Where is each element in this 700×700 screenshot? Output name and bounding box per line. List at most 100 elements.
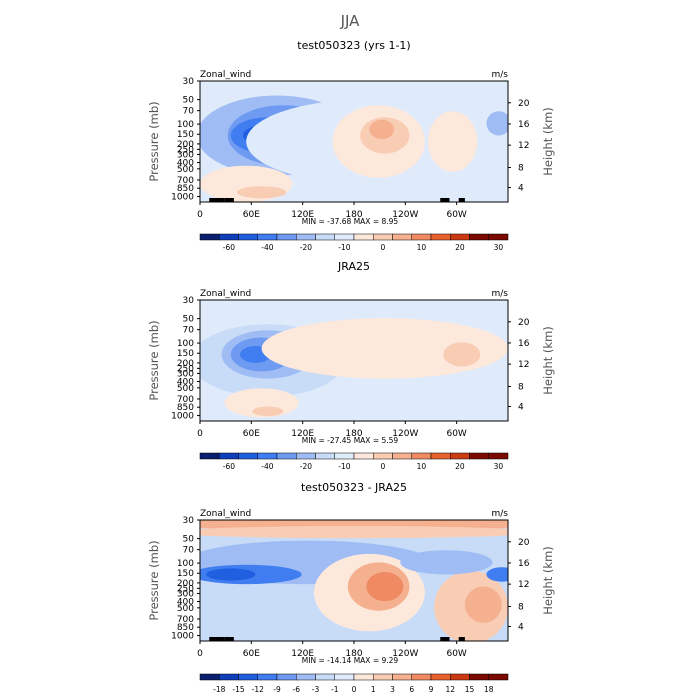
min-max-label: MIN = -37.68 MAX = 8.95 (302, 217, 399, 226)
pressure-tick-label: 30 (183, 516, 195, 526)
colorbar-swatch (411, 452, 432, 460)
pressure-tick-label: 400 (177, 598, 194, 608)
colorbar-label: -1 (331, 685, 339, 694)
contour-region (486, 111, 508, 136)
colorbar-swatch (392, 673, 412, 681)
x-tick-label: 120W (392, 210, 418, 220)
pressure-tick-label: 300 (177, 150, 194, 160)
panel-title: test050323 (yrs 1-1) (297, 39, 410, 52)
colorbar-swatch (430, 233, 451, 241)
colorbar-swatch (411, 233, 432, 241)
topography (440, 198, 450, 202)
colorbar-label: 30 (494, 462, 504, 471)
min-max-label: MIN = -27.45 MAX = 5.59 (302, 436, 399, 445)
height-tick-label: 20 (518, 318, 530, 328)
pressure-tick-label: 700 (177, 176, 194, 186)
pressure-tick-label: 250 (177, 584, 194, 594)
contour-region (218, 608, 305, 638)
colorbar-swatch (199, 233, 220, 241)
contour-region (486, 567, 508, 582)
height-tick-label: 12 (518, 580, 529, 590)
height-tick-label: 16 (518, 120, 530, 130)
y-axis-right-label: Height (km) (541, 546, 555, 615)
colorbar-label: 0 (352, 685, 357, 694)
pressure-tick-label: 70 (183, 326, 195, 336)
height-tick-label: 16 (518, 339, 530, 349)
colorbar-swatch (334, 233, 355, 241)
height-tick-label: 12 (518, 141, 529, 151)
x-tick-label: 120E (291, 210, 314, 220)
colorbar-swatch (315, 233, 335, 241)
contour-region (252, 406, 284, 417)
height-tick-label: 20 (518, 99, 530, 109)
contour-field (200, 300, 508, 421)
x-tick-label: 120W (392, 649, 418, 659)
x-tick-label: 60W (446, 649, 466, 659)
colorbar-swatch (488, 452, 509, 460)
x-tick-label: 60E (243, 210, 260, 220)
colorbar-label: -40 (261, 462, 273, 471)
colorbar-label: -60 (223, 462, 235, 471)
min-max-label: MIN = -14.14 MAX = 9.29 (302, 656, 399, 665)
pressure-tick-label: 70 (183, 107, 195, 117)
colorbar-label: -15 (232, 685, 244, 694)
contour-field (200, 81, 508, 202)
pressure-tick-label: 400 (177, 378, 194, 388)
pressure-tick-label: 50 (183, 315, 195, 325)
pressure-tick-label: 400 (177, 159, 194, 169)
pressure-tick-label: 250 (177, 145, 194, 155)
x-tick-label: 120E (291, 429, 314, 439)
colorbar-swatch (450, 452, 470, 460)
panel-right-label: m/s (492, 289, 509, 299)
colorbar-label: 10 (417, 462, 427, 471)
contour-region (400, 550, 493, 575)
colorbar-swatch (469, 452, 489, 460)
height-tick-label: 4 (518, 622, 524, 632)
colorbar-label: -40 (261, 243, 273, 252)
x-tick-label: 120E (291, 649, 314, 659)
colorbar-label: 1 (371, 685, 376, 694)
colorbar-label: -18 (213, 685, 225, 694)
colorbar-swatch (392, 233, 412, 241)
pressure-tick-label: 850 (177, 623, 194, 633)
colorbar-swatch (469, 673, 489, 681)
topography (458, 637, 465, 641)
colorbar-label: 18 (484, 685, 494, 694)
height-tick-label: 4 (518, 402, 524, 412)
colorbar-swatch (315, 673, 335, 681)
pressure-tick-label: 200 (177, 140, 194, 150)
colorbar-label: -10 (338, 243, 350, 252)
x-tick-label: 180 (345, 429, 362, 439)
height-tick-label: 12 (518, 360, 529, 370)
pressure-tick-label: 850 (177, 403, 194, 413)
height-tick-label: 20 (518, 538, 530, 548)
colorbar-swatch (199, 673, 220, 681)
colorbar-swatch (373, 673, 393, 681)
y-axis-label: Pressure (mb) (147, 540, 161, 620)
x-tick-label: 60E (243, 649, 260, 659)
height-tick-label: 8 (518, 164, 524, 174)
x-tick-label: 180 (345, 649, 362, 659)
pressure-tick-label: 700 (177, 395, 194, 405)
colorbar-swatch (219, 452, 239, 460)
colorbar-swatch (353, 452, 374, 460)
colorbar-swatch (469, 233, 489, 241)
contour-region (206, 568, 256, 581)
colorbar-swatch (373, 233, 393, 241)
x-tick-label: 60W (446, 210, 466, 220)
colorbar-swatch (430, 452, 451, 460)
colorbar-label: 0 (380, 243, 385, 252)
figure-title: JJA (340, 12, 361, 30)
topography (209, 198, 225, 202)
topography (458, 198, 465, 202)
colorbar-swatch (199, 452, 220, 460)
colorbar-swatch (430, 673, 451, 681)
colorbar-label: 0 (380, 462, 385, 471)
x-tick-label: 0 (197, 649, 203, 659)
pressure-tick-label: 300 (177, 369, 194, 379)
pressure-tick-label: 30 (183, 296, 195, 306)
colorbar-swatch (257, 452, 278, 460)
colorbar-label: -6 (293, 685, 301, 694)
